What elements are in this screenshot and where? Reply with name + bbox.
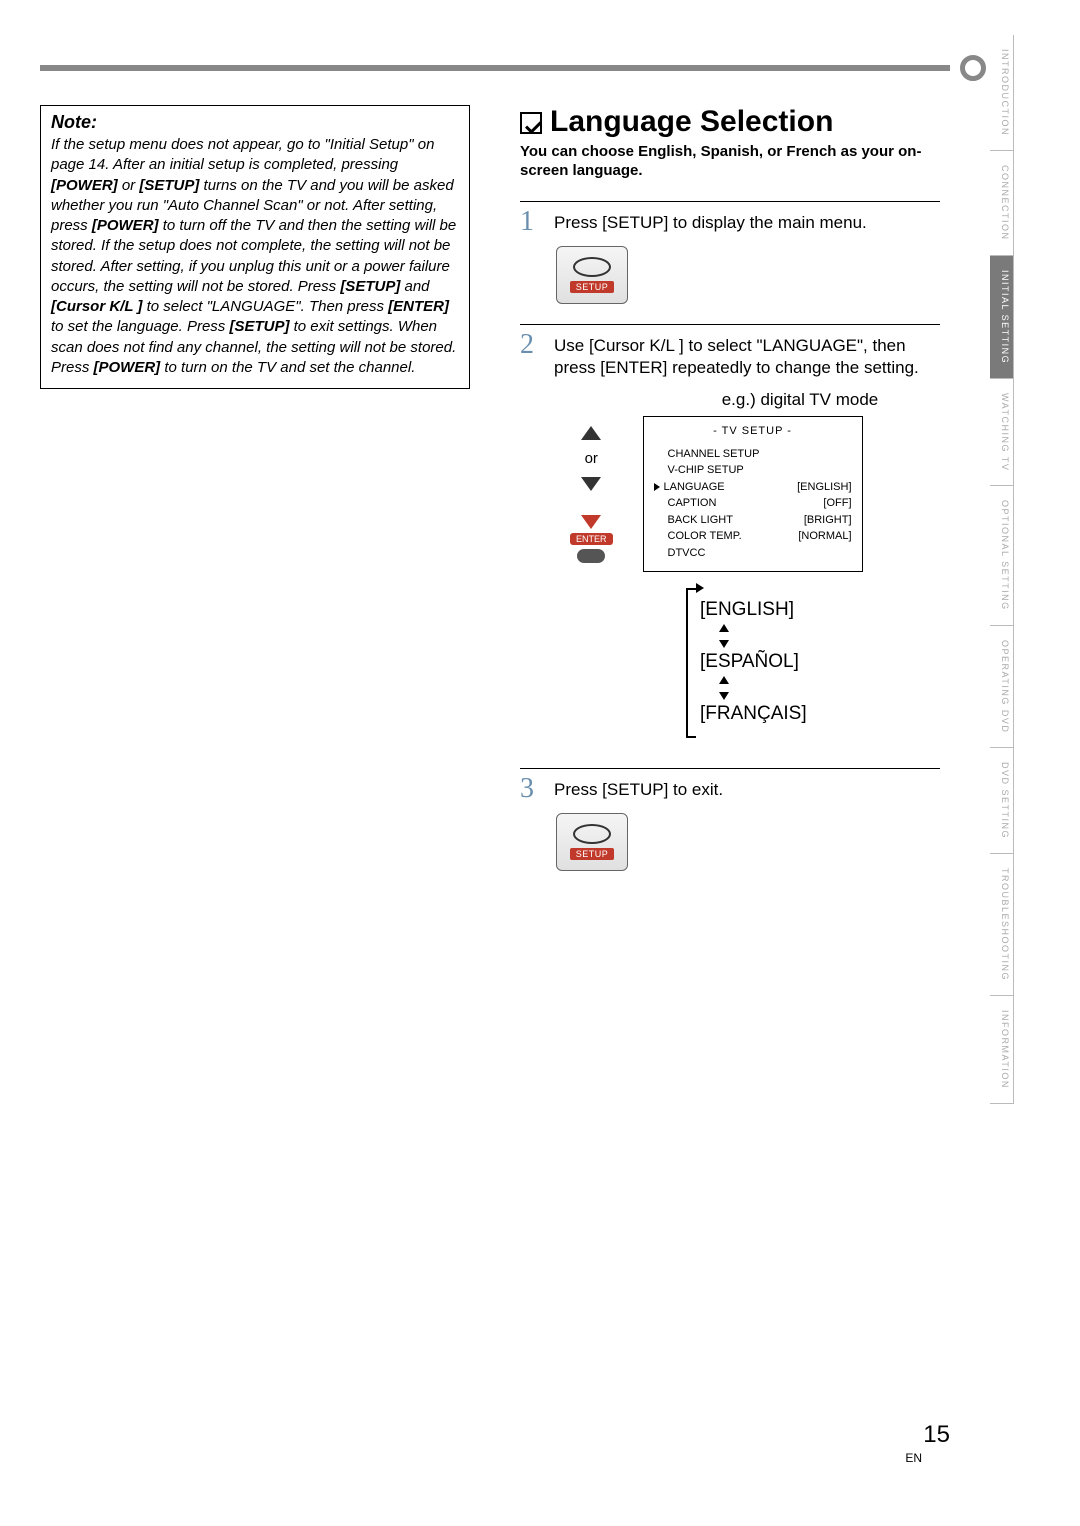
setup-button-icon — [573, 824, 611, 844]
cycle-arrow-icon — [696, 583, 704, 593]
tv-menu-row: LANGUAGE [ENGLISH] — [654, 479, 852, 496]
step-1: 1 Press [SETUP] to display the main menu… — [520, 208, 940, 236]
section-heading: Language Selection — [520, 105, 940, 139]
page-number: 15 — [905, 1421, 950, 1449]
top-rule — [40, 65, 950, 71]
step-number: 3 — [520, 775, 544, 803]
tv-menu-row-value: [ENGLISH] — [797, 479, 851, 496]
tv-menu-row-value: [BRIGHT] — [804, 512, 852, 529]
enter-button-icon — [577, 549, 605, 563]
page-footer: 15 EN — [905, 1421, 950, 1465]
step-3: 3 Press [SETUP] to exit. — [520, 775, 940, 803]
step-text: Use [Cursor K/L ] to select "LANGUAGE", … — [554, 331, 940, 381]
note-title: Note: — [51, 112, 459, 133]
side-tabs: INTRODUCTIONCONNECTIONINITIAL SETTINGWAT… — [990, 35, 1014, 1104]
setup-button-label: SETUP — [570, 281, 615, 293]
language-option: [ENGLISH] — [700, 596, 880, 624]
side-tab[interactable]: WATCHING TV — [990, 379, 1014, 486]
tv-setup-menu: - TV SETUP - CHANNEL SETUPV-CHIP SETUPLA… — [643, 416, 863, 572]
setup-button-icon — [573, 257, 611, 277]
setup-button-graphic: SETUP — [556, 246, 628, 304]
cursor-arrows: or ENTER — [570, 426, 613, 572]
tv-menu-row-label: CHANNEL SETUP — [668, 446, 760, 463]
side-tab[interactable]: CONNECTION — [990, 151, 1014, 256]
language-option: [ESPAÑOL] — [700, 648, 880, 676]
or-label: or — [585, 450, 598, 467]
side-tab[interactable]: OPTIONAL SETTING — [990, 486, 1014, 626]
tv-menu-row: CHANNEL SETUP — [654, 446, 852, 463]
setup-button-label: SETUP — [570, 848, 615, 860]
side-tab[interactable]: TROUBLESHOOTING — [990, 854, 1014, 996]
triangle-up-icon — [581, 426, 601, 440]
tv-menu-row-label: V-CHIP SETUP — [668, 462, 744, 479]
tv-menu-row: COLOR TEMP. [NORMAL] — [654, 528, 852, 545]
note-box: Note: If the setup menu does not appear,… — [40, 105, 470, 389]
side-tab[interactable]: DVD SETTING — [990, 748, 1014, 854]
checkbox-icon — [520, 112, 542, 134]
side-tab[interactable]: INTRODUCTION — [990, 35, 1014, 151]
double-arrow-icon — [716, 676, 730, 700]
enter-label: ENTER — [570, 533, 613, 545]
side-tab[interactable]: INFORMATION — [990, 996, 1014, 1104]
tv-menu-row-label: CAPTION — [668, 495, 717, 512]
step-number: 1 — [520, 208, 544, 236]
triangle-down-red-icon — [581, 515, 601, 529]
step2-diagram: or ENTER - TV SETUP - CHANNEL SETUPV-CHI… — [570, 416, 940, 572]
triangle-down-icon — [581, 477, 601, 491]
step-text: Press [SETUP] to exit. — [554, 775, 723, 803]
tv-menu-title: - TV SETUP - — [654, 423, 852, 440]
enter-button-graphic: ENTER — [570, 515, 613, 563]
tv-menu-row-label: DTVCC — [668, 545, 706, 562]
tv-menu-row: CAPTION [OFF] — [654, 495, 852, 512]
right-column: Language Selection You can choose Englis… — [520, 105, 940, 871]
example-label: e.g.) digital TV mode — [660, 390, 940, 410]
section-title: Language Selection — [550, 105, 833, 139]
tv-menu-row-label: BACK LIGHT — [668, 512, 733, 529]
tv-menu-row-value: [OFF] — [823, 495, 851, 512]
cycle-bracket-icon — [686, 588, 696, 738]
page: Note: If the setup menu does not appear,… — [40, 65, 980, 1465]
tv-menu-row-label: LANGUAGE — [664, 479, 725, 496]
side-tab[interactable]: OPERATING DVD — [990, 626, 1014, 748]
tv-menu-row-value: [NORMAL] — [798, 528, 851, 545]
top-rule-circle-icon — [960, 55, 986, 81]
divider — [520, 324, 940, 325]
language-cycle: [ENGLISH] [ESPAÑOL] [FRANÇAIS] — [700, 596, 880, 728]
step-number: 2 — [520, 331, 544, 381]
section-subtitle: You can choose English, Spanish, or Fren… — [520, 143, 940, 181]
step-2: 2 Use [Cursor K/L ] to select "LANGUAGE"… — [520, 331, 940, 381]
page-language: EN — [905, 1451, 922, 1465]
tv-menu-row-label: COLOR TEMP. — [668, 528, 742, 545]
tv-menu-rows: CHANNEL SETUPV-CHIP SETUPLANGUAGE [ENGLIS… — [654, 446, 852, 562]
side-tab[interactable]: INITIAL SETTING — [990, 256, 1014, 379]
setup-button-graphic: SETUP — [556, 813, 628, 871]
pointer-icon — [654, 483, 660, 491]
note-body: If the setup menu does not appear, go to… — [51, 135, 459, 378]
tv-menu-row: BACK LIGHT [BRIGHT] — [654, 512, 852, 529]
divider — [520, 768, 940, 769]
language-option: [FRANÇAIS] — [700, 700, 880, 728]
divider — [520, 201, 940, 202]
double-arrow-icon — [716, 624, 730, 648]
step-text: Press [SETUP] to display the main menu. — [554, 208, 867, 236]
tv-menu-row: DTVCC — [654, 545, 852, 562]
tv-menu-row: V-CHIP SETUP — [654, 462, 852, 479]
